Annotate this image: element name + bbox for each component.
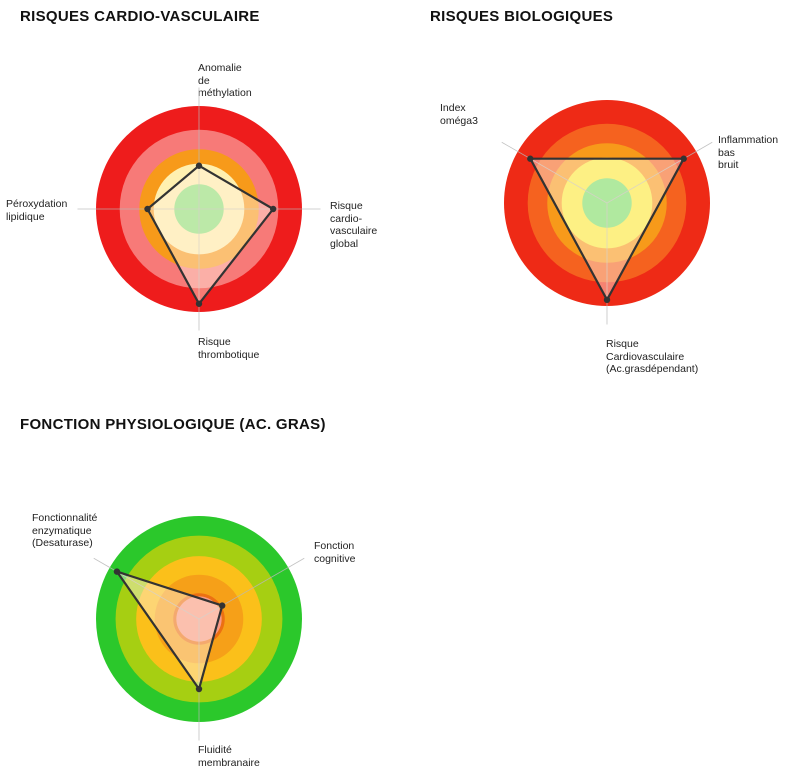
chart-1-point-1 bbox=[195, 162, 203, 169]
chart-1-point-3 bbox=[195, 300, 203, 307]
chart-3-axis-3 bbox=[93, 557, 200, 620]
chart-2-axis-label-risque-cardiovasculaire: Risque Cardiovasculaire (Ac.grasdépendan… bbox=[606, 338, 699, 375]
chart-1-point-4 bbox=[144, 205, 151, 213]
chart-3-point-1 bbox=[218, 602, 226, 609]
chart-1-axis-label-peroxydation: Péroxydation lipidique bbox=[6, 198, 68, 223]
chart-3-point-2 bbox=[195, 685, 203, 693]
chart-3-axis-label-desaturase: Fonctionnalité enzymatique (Desaturase) bbox=[32, 512, 98, 549]
chart-2-point-1 bbox=[680, 155, 687, 162]
chart-1-title: RISQUES CARDIO-VASCULAIRE bbox=[20, 8, 260, 25]
chart-3-point-3 bbox=[113, 568, 121, 575]
chart-1-axis-label-cardiovasculaire-global: Risque cardio- vasculaire global bbox=[330, 200, 378, 250]
chart-2-axis-label-inflammation: Inflammation bas bruit bbox=[718, 134, 779, 171]
chart-1-axis-label-thrombotique: Risque thrombotique bbox=[198, 336, 260, 361]
chart-3-value-polygon bbox=[115, 570, 224, 691]
chart-2-point-2 bbox=[603, 296, 611, 304]
chart-1-point-2 bbox=[269, 205, 277, 213]
chart-3-axis-label-fluidite: Fluidité membranaire bbox=[198, 744, 260, 769]
chart-2-axis-label-omega3: Index oméga3 bbox=[440, 102, 478, 127]
chart-2-point-3 bbox=[527, 155, 534, 162]
chart-3-axis-label-fonction-cognitive: Fonction cognitive bbox=[314, 540, 356, 565]
chart-2-title: RISQUES BIOLOGIQUES bbox=[430, 8, 614, 25]
chart-3-title: FONCTION PHYSIOLOGIQUE (AC. GRAS) bbox=[20, 416, 326, 433]
chart-3-radar bbox=[93, 516, 305, 741]
chart-2-axis-1 bbox=[606, 141, 713, 204]
chart-1-radar bbox=[77, 87, 321, 331]
chart-2-radar bbox=[501, 100, 713, 325]
chart-3-axis-1 bbox=[198, 557, 305, 620]
chart-2-value-polygon bbox=[529, 157, 685, 301]
chart-2-axis-3 bbox=[501, 141, 608, 204]
chart-1-axis-label-methylation: Anomalie de méthylation bbox=[198, 62, 252, 99]
